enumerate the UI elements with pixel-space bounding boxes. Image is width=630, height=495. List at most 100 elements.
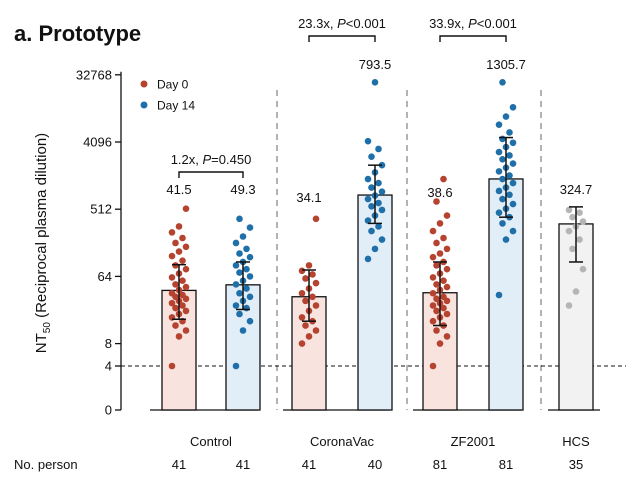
- data-point: [509, 179, 517, 187]
- data-point: [232, 239, 240, 247]
- data-point: [375, 223, 382, 230]
- data-point: [440, 304, 447, 312]
- data-point: [440, 277, 447, 285]
- data-point: [509, 103, 517, 111]
- comparison-label: 23.3x, P<0.001: [298, 16, 386, 31]
- data-point: [375, 179, 382, 187]
- data-point: [182, 283, 190, 291]
- data-point: [298, 340, 306, 347]
- data-point: [175, 248, 183, 255]
- data-point: [175, 333, 183, 340]
- data-point: [246, 253, 254, 261]
- data-point: [495, 209, 503, 216]
- data-point: [246, 273, 254, 280]
- gmt-label: 34.1: [296, 190, 321, 205]
- y-tick-label: 32768: [76, 67, 112, 82]
- data-point: [239, 327, 247, 334]
- data-point: [443, 283, 451, 291]
- data-point: [565, 302, 573, 309]
- data-point: [239, 233, 247, 240]
- data-point: [506, 152, 513, 159]
- data-point: [443, 212, 451, 219]
- data-point: [309, 293, 316, 301]
- data-point: [436, 340, 444, 347]
- comparison-bracket: [308, 35, 376, 42]
- comparison-label: 33.9x, P<0.001: [429, 16, 517, 31]
- y-tick-label: 512: [90, 202, 112, 217]
- data-point: [172, 239, 179, 247]
- data-point: [243, 285, 250, 292]
- data-point: [506, 129, 513, 136]
- data-point: [433, 295, 440, 303]
- comparison-bracket: [178, 171, 244, 178]
- comparison-p-symbol: P: [337, 16, 346, 31]
- data-point: [179, 257, 186, 265]
- data-point: [246, 224, 254, 231]
- data-point: [232, 262, 240, 269]
- comparison-p-value: =0.450: [211, 152, 251, 167]
- data-point: [236, 310, 243, 318]
- data-point: [232, 302, 240, 309]
- comparison-p-value: <0.001: [477, 16, 517, 31]
- y-axis-label-subscript: 50: [42, 322, 53, 334]
- data-point: [182, 265, 190, 273]
- data-point: [172, 322, 179, 329]
- data-point: [499, 220, 506, 227]
- data-point: [182, 243, 190, 251]
- comparison-bracket: [439, 35, 507, 42]
- data-point: [565, 227, 573, 235]
- gmt-label: 793.5: [359, 57, 392, 72]
- data-point: [312, 279, 320, 287]
- data-point: [569, 213, 576, 221]
- data-point: [302, 297, 309, 305]
- data-point: [368, 203, 375, 210]
- data-point: [499, 195, 506, 203]
- data-point: [440, 175, 447, 183]
- data-point: [232, 281, 240, 288]
- gmt-label: 49.3: [230, 182, 255, 197]
- group-label: ZF2001: [451, 434, 496, 449]
- n-value: 41: [302, 457, 316, 472]
- data-point: [182, 307, 190, 315]
- comparison-p-symbol: P: [203, 152, 212, 167]
- comparison-fold: 1.2x,: [171, 152, 203, 167]
- data-point: [378, 188, 386, 195]
- data-point: [168, 362, 176, 370]
- comparison-label: 1.2x, P=0.450: [171, 152, 252, 167]
- data-point: [246, 293, 254, 301]
- data-point: [232, 362, 240, 370]
- data-point: [302, 322, 309, 329]
- panel-title: a. Prototype: [14, 21, 141, 46]
- data-point: [433, 198, 440, 205]
- group-label: CoronaVac: [310, 434, 375, 449]
- n-value: 81: [499, 457, 513, 472]
- data-point: [443, 310, 451, 318]
- data-point: [429, 302, 437, 309]
- data-point: [429, 289, 437, 297]
- data-point: [378, 206, 386, 214]
- legend-marker-day14: [140, 101, 148, 109]
- data-point: [182, 205, 190, 212]
- data-point: [495, 187, 503, 195]
- gmt-label: 38.6: [427, 185, 452, 200]
- data-point: [375, 145, 382, 153]
- legend-label: Day 0: [157, 78, 189, 92]
- data-point: [182, 327, 190, 334]
- data-point: [179, 291, 186, 299]
- data-point: [305, 262, 313, 269]
- data-point: [429, 317, 437, 325]
- data-point: [368, 184, 375, 191]
- data-point: [172, 281, 179, 288]
- data-point: [364, 217, 372, 224]
- comparison-p-symbol: P: [468, 16, 477, 31]
- data-point: [236, 269, 243, 276]
- data-point: [378, 236, 386, 243]
- gmt-label: 1305.7: [486, 57, 526, 72]
- data-point: [243, 304, 250, 312]
- data-point: [509, 227, 517, 235]
- data-point: [236, 215, 243, 223]
- data-point: [499, 135, 506, 143]
- data-point: [509, 160, 517, 167]
- data-point: [179, 234, 186, 242]
- data-point: [429, 227, 437, 235]
